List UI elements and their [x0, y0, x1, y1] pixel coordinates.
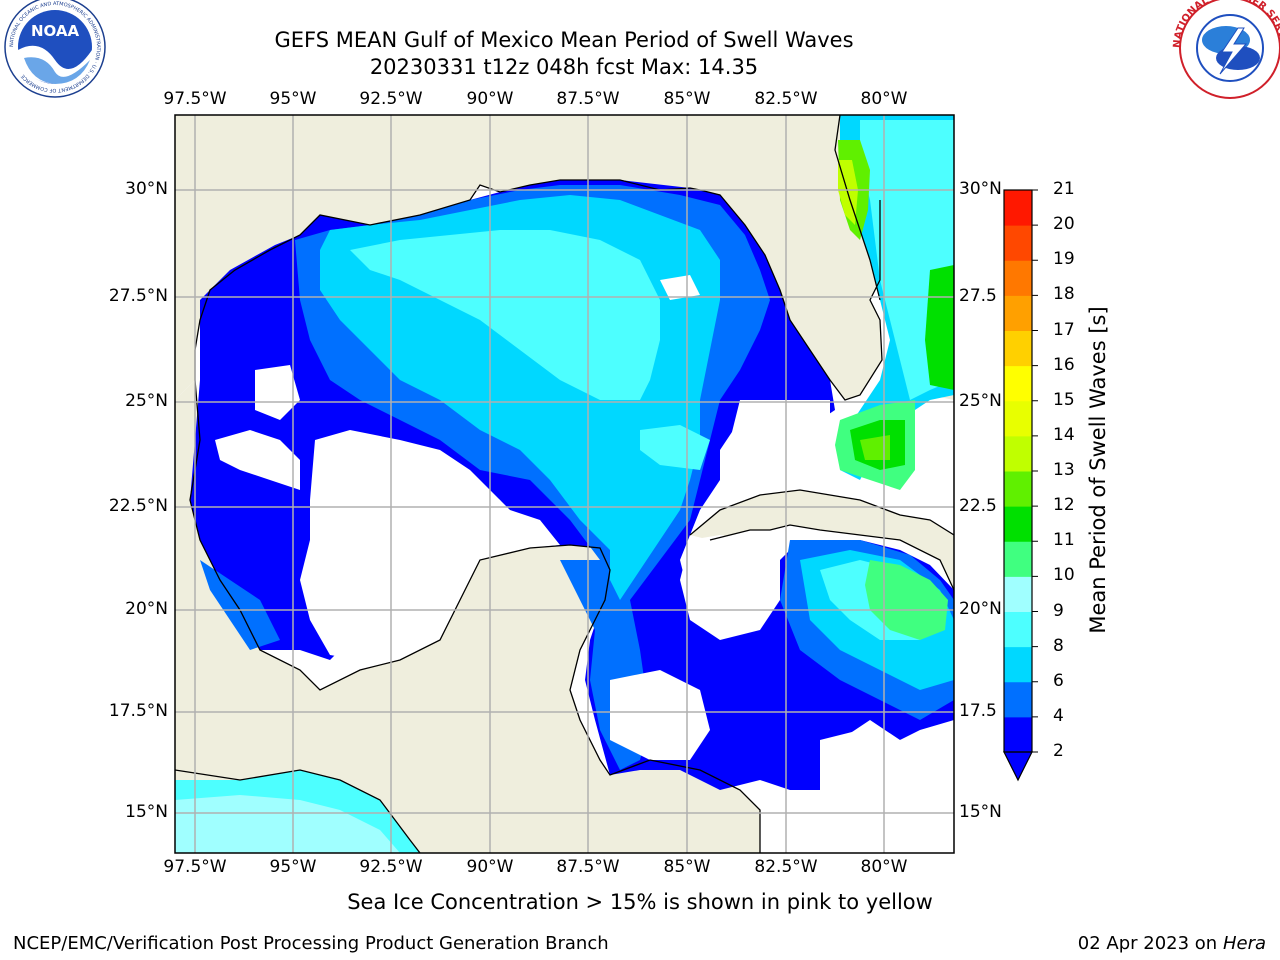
lon-tick-bottom: 97.5°W: [163, 857, 227, 877]
lat-tick-right: 22.5: [959, 496, 997, 516]
colorbar-segment: [1004, 506, 1032, 542]
nws-logo: NATIONAL WEATHER SERVICE: [0, 0, 1280, 99]
lat-tick-right: 25°N: [959, 391, 1002, 411]
no-data-areas: [215, 275, 954, 853]
lon-tick-bottom: 92.5°W: [359, 857, 423, 877]
lon-tick-bottom: 80°W: [860, 857, 908, 877]
colorbar-tick-label: 13: [1053, 460, 1075, 480]
noaa-logo: NOAA NATIONAL OCEANIC AND ATMOSPHERIC AD…: [4, 0, 106, 98]
colorbar-tick-label: 12: [1053, 495, 1075, 516]
noaa-logo-text: NOAA: [31, 22, 80, 40]
colorbar-segment: [1004, 295, 1032, 331]
map-title: GEFS MEAN Gulf of Mexico Mean Period of …: [274, 28, 854, 52]
colorbar-segment: [1004, 260, 1032, 296]
lon-tick-top: 97.5°W: [163, 89, 227, 109]
map-frame: [174, 114, 955, 854]
lon-tick-top: 90°W: [466, 89, 514, 109]
colorbar-tick-label: 20: [1053, 214, 1075, 235]
colorbar-segment: [1004, 190, 1032, 226]
lon-tick-top: 80°W: [860, 89, 908, 109]
colorbar-tick-label: 11: [1053, 530, 1075, 551]
graticule: [175, 115, 954, 853]
colorbar-segment: [1004, 471, 1032, 507]
colorbar-tick-label: 16: [1053, 354, 1075, 375]
colorbar-tick-label: 21: [1053, 179, 1075, 199]
map-subtitle: 20230331 t12z 048h fcst Max: 14.35: [369, 55, 759, 79]
colorbar-extend-arrow: [1003, 751, 1033, 782]
lat-tick-left: 30°N: [125, 179, 168, 199]
lat-tick-left: 27.5°N: [108, 286, 168, 306]
colorbar-tick-label: 17: [1053, 319, 1075, 340]
lon-tick-bottom: 85°W: [663, 857, 711, 877]
lat-tick-left: 25°N: [125, 391, 168, 411]
colorbar-tick-label: 8: [1053, 635, 1064, 656]
lat-tick-right: 17.5: [959, 701, 997, 721]
colorbar: [1003, 189, 1038, 782]
lat-tick-right: 30°N: [959, 179, 1002, 199]
colorbar-segment: [1004, 400, 1032, 437]
colorbar-segment: [1004, 330, 1032, 367]
lat-tick-right: 20°N: [959, 599, 1002, 619]
colorbar-tick-label: 18: [1053, 284, 1075, 305]
colorbar-segment: [1004, 716, 1032, 753]
colorbar-tick-label: 6: [1053, 670, 1064, 691]
lon-tick-top: 92.5°W: [359, 89, 423, 109]
colorbar-segment: [1004, 646, 1032, 683]
colorbar-segment: [1004, 576, 1032, 612]
colorbar-segment: [1004, 611, 1032, 648]
lon-tick-top: 87.5°W: [556, 89, 620, 109]
lon-tick-bottom: 87.5°W: [556, 857, 620, 877]
colorbar-tick-label: 15: [1053, 389, 1075, 410]
colorbar-segment: [1004, 541, 1032, 577]
nws-ring-text: NATIONAL WEATHER SERVICE: [0, 0, 1280, 50]
colorbar-segment: [1004, 435, 1032, 472]
lat-tick-left: 15°N: [125, 802, 168, 822]
colorbar-segment: [1004, 225, 1032, 261]
colorbar-segment: [1004, 365, 1032, 402]
footer-credit: NCEP/EMC/Verification Post Processing Pr…: [13, 933, 609, 954]
colorbar-tick-label: 4: [1053, 705, 1064, 726]
svg-text:NATIONAL WEATHER SERVICE: NATIONAL WEATHER SERVICE: [0, 0, 1280, 50]
lon-tick-bottom: 90°W: [466, 857, 514, 877]
lon-tick-top: 95°W: [269, 89, 317, 109]
colorbar-tick-label: 14: [1053, 424, 1075, 445]
lat-tick-left: 17.5°N: [108, 701, 168, 721]
colorbar-tick-label: 9: [1053, 600, 1064, 621]
lon-tick-top: 82.5°W: [754, 89, 818, 109]
sea-ice-note: Sea Ice Concentration > 15% is shown in …: [347, 890, 933, 914]
footer-date-text: 02 Apr 2023 on: [1077, 933, 1223, 954]
lat-tick-left: 22.5°N: [108, 496, 168, 516]
colorbar-tick-label: 10: [1053, 565, 1075, 586]
colorbar-segment: [1004, 681, 1032, 718]
lon-tick-bottom: 82.5°W: [754, 857, 818, 877]
lon-tick-top: 85°W: [663, 89, 711, 109]
lat-tick-right: 27.5: [959, 286, 997, 306]
lat-tick-right: 15°N: [959, 802, 1002, 822]
footer-date: 02 Apr 2023 on Hera: [1078, 933, 1266, 954]
colorbar-label: Mean Period of Swell Waves [s]: [1086, 306, 1110, 634]
lon-tick-bottom: 95°W: [269, 857, 317, 877]
footer-machine: Hera: [1222, 933, 1266, 954]
colorbar-tick-label: 2: [1053, 741, 1064, 761]
colorbar-tick-label: 19: [1053, 249, 1075, 270]
lat-tick-left: 20°N: [125, 599, 168, 619]
